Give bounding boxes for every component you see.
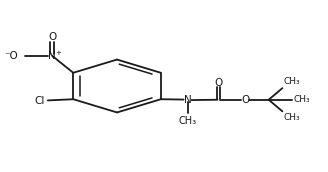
Text: N: N <box>184 95 192 105</box>
Text: O: O <box>48 32 56 42</box>
Text: Cl: Cl <box>34 96 45 106</box>
Text: CH₃: CH₃ <box>293 95 310 104</box>
Text: +: + <box>56 50 62 56</box>
Text: O: O <box>241 95 249 105</box>
Text: O: O <box>215 78 223 88</box>
Text: CH₃: CH₃ <box>178 116 196 126</box>
Text: CH₃: CH₃ <box>283 77 300 86</box>
Text: N: N <box>48 51 56 61</box>
Text: ⁻O: ⁻O <box>4 51 18 61</box>
Text: CH₃: CH₃ <box>283 113 300 122</box>
